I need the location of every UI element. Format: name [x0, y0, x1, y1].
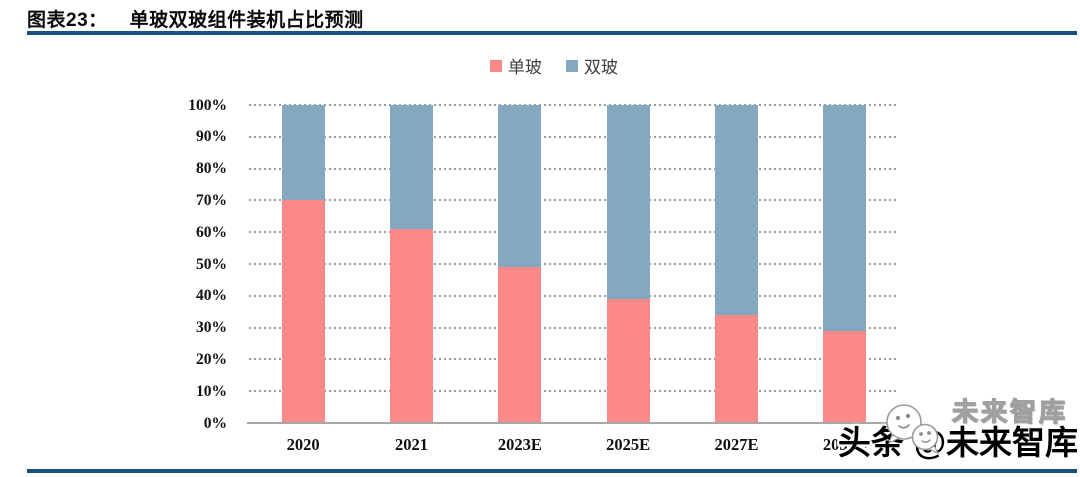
x-tick-label-2027E: 2027E	[714, 435, 759, 454]
h-gridline-70	[249, 199, 899, 202]
legend-label: 双玻	[584, 58, 618, 77]
figure-number-label: 图表23：	[27, 10, 108, 31]
x-tick-label-2020: 2020	[286, 435, 320, 454]
bar-segment-double-glass-2030E	[823, 105, 867, 331]
bar-segment-single-glass-2020	[281, 200, 325, 423]
y-tick-label-30: 30%	[196, 319, 227, 337]
bar-segment-double-glass-2020	[281, 105, 325, 201]
watermark: 未来智库 头条 @未来智库	[838, 396, 1078, 467]
legend-label: 单玻	[508, 58, 542, 77]
y-tick-label-80: 80%	[196, 160, 227, 178]
h-gridline-80	[249, 167, 899, 170]
figure-name: 单玻双玻组件装机占比预测	[129, 10, 364, 31]
y-tick-label-60: 60%	[196, 223, 227, 241]
watermark-handle: @未来智库	[913, 424, 1078, 461]
x-axis-line	[247, 422, 899, 424]
y-tick-label-40: 40%	[196, 287, 227, 305]
h-gridline-20	[249, 358, 899, 361]
h-gridline-10	[249, 390, 899, 393]
watermark-ghost-text: 未来智库	[951, 396, 1068, 427]
legend-item-double-glass[interactable]: 双玻	[566, 53, 618, 78]
chat-bubbles-icon	[886, 404, 940, 455]
h-gridline-40	[249, 294, 899, 297]
bar-segment-single-glass-2023E	[498, 267, 542, 423]
bar-segment-double-glass-2021	[390, 105, 433, 230]
h-gridline-30	[249, 326, 899, 329]
bottom-rule	[27, 469, 1077, 473]
legend-swatch	[566, 59, 578, 72]
bar-segment-double-glass-2025E	[606, 105, 650, 299]
bar-segment-single-glass-2030E	[823, 330, 867, 423]
x-tick-label-2023E: 2023E	[497, 435, 542, 454]
y-tick-label-70: 70%	[196, 191, 227, 209]
y-tick-label-100: 100%	[188, 96, 227, 114]
bar-segment-double-glass-2027E	[715, 105, 758, 315]
bar-segment-single-glass-2027E	[715, 314, 758, 423]
x-tick-label-2021: 2021	[395, 435, 428, 454]
x-tick-label-2030E: 2030E	[822, 435, 867, 454]
y-tick-label-0: 0%	[203, 414, 227, 432]
y-tick-label-50: 50%	[196, 255, 227, 273]
legend-swatch	[490, 59, 502, 72]
h-gridline-60	[249, 231, 899, 234]
h-gridline-100	[249, 104, 899, 106]
y-tick-label-90: 90%	[196, 128, 227, 146]
figure-title: 图表23： 单玻双玻组件装机占比预测	[27, 5, 364, 32]
y-tick-label-10: 10%	[196, 382, 227, 400]
h-gridline-50	[249, 263, 899, 265]
h-gridline-90	[249, 135, 899, 138]
legend-item-single-glass[interactable]: 单玻	[490, 53, 542, 78]
chart-plot-area: 0% 10% 20% 30% 40% 50% 60% 70% 80% 90% 100% 2020 202…	[188, 97, 899, 454]
y-tick-label-20: 20%	[196, 350, 227, 368]
watermark-row: 头条 @未来智库	[838, 404, 1078, 467]
chart-legend: 单玻 双玻	[14, 53, 1080, 78]
bar-segment-double-glass-2023E	[498, 105, 542, 268]
bar-segment-single-glass-2025E	[606, 298, 650, 423]
title-underline	[27, 31, 1077, 35]
x-tick-label-2025E: 2025E	[606, 435, 651, 454]
bar-segment-single-glass-2021	[390, 229, 433, 423]
